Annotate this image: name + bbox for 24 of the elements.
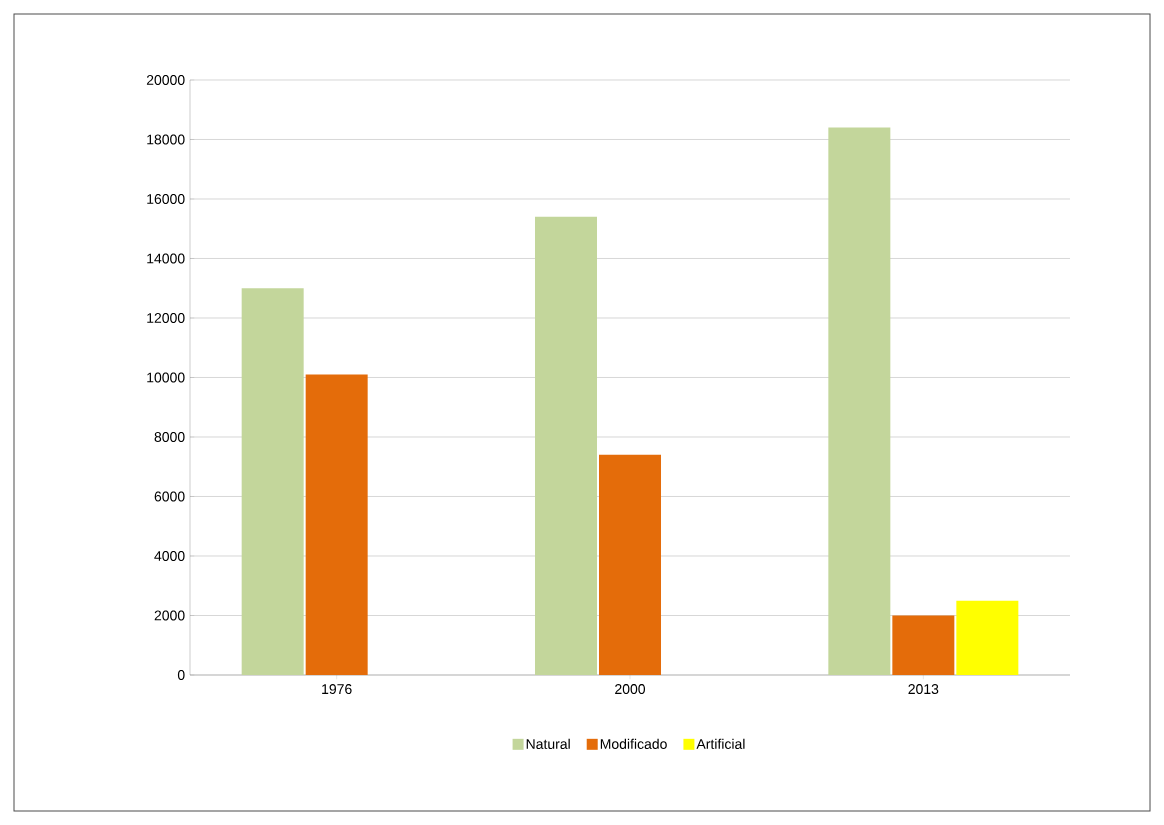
legend-label: Modificado: [600, 738, 667, 749]
bar: [828, 127, 891, 675]
y-tick-label: 12000: [147, 313, 185, 323]
y-tick-label: 0: [177, 670, 185, 680]
y-tick-label: 8000: [154, 432, 185, 442]
bar: [305, 374, 368, 675]
y-tick-label: 20000: [146, 75, 185, 85]
legend-label: Artificial: [696, 738, 745, 749]
y-tick-label: 18000: [147, 134, 185, 145]
x-tick-label: 2000: [615, 684, 646, 695]
y-tick-label: 16000: [147, 194, 185, 204]
bar: [599, 454, 662, 675]
y-tick-label: 10000: [147, 372, 185, 383]
x-tick-label: 1976: [322, 684, 352, 695]
bar: [892, 615, 955, 675]
bar: [241, 288, 304, 675]
bar: [956, 600, 1019, 675]
bar: [535, 216, 597, 675]
y-tick-label: 4000: [154, 551, 185, 561]
y-tick-label: 14000: [147, 253, 185, 264]
y-tick-label: 2000: [154, 610, 185, 621]
y-tick-label: 6000: [154, 491, 185, 502]
legend-label: Natural: [526, 738, 570, 749]
x-tick-label: 2013: [908, 684, 939, 695]
